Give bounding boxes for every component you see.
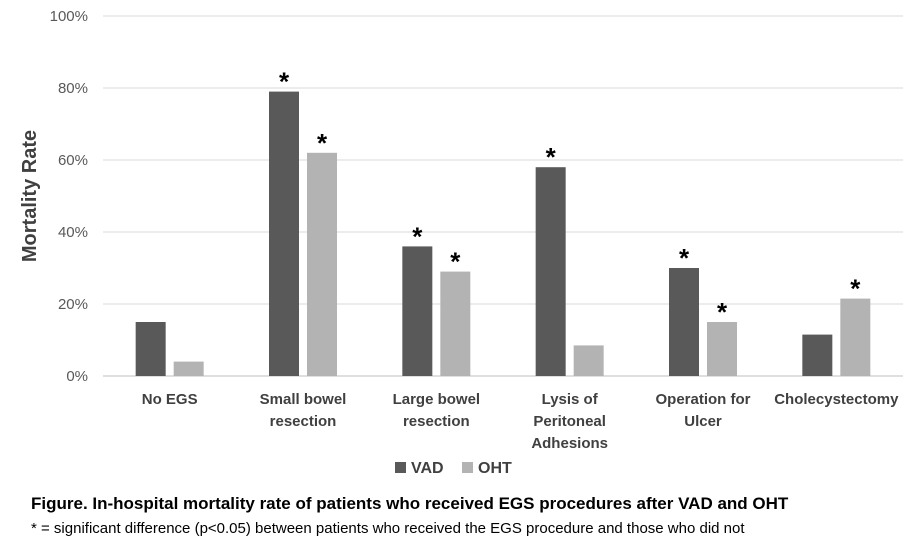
bar-vad [402,246,433,376]
y-tick-label: 80% [58,80,88,97]
x-category-label: Small bowel [260,391,347,408]
bar-oht [573,345,604,376]
legend-swatch-oht [462,462,473,473]
x-category-label: Cholecystectomy [774,391,899,408]
bar-vad [269,91,299,376]
bar-oht [840,298,871,376]
bar-oht [707,322,737,376]
y-axis-label: Mortality Rate [19,130,41,262]
legend: VAD OHT [395,460,512,477]
x-category-label: resection [270,413,337,430]
legend-label-vad: VAD [411,460,444,477]
significance-star: * [317,128,328,158]
legend-label-oht: OHT [478,460,512,477]
bar-vad [135,322,166,376]
significance-star: * [546,142,557,172]
legend-swatch-vad [395,462,406,473]
figure-footnote: * = significant difference (p<0.05) betw… [31,520,745,537]
figure-caption: Figure. In-hospital mortality rate of pa… [31,494,789,513]
significance-star: * [279,67,290,97]
x-category-label: No EGS [142,391,198,408]
significance-markers: * * * * * * * * [279,67,861,327]
y-axis-ticks: 0% 20% 40% 60% 80% 100% [50,8,88,385]
y-tick-label: 40% [58,224,88,241]
x-axis-categories: No EGS Small bowel resection Large bowel res… [142,391,899,452]
significance-star: * [450,247,461,277]
x-category-label: Large bowel [393,391,481,408]
y-tick-label: 60% [58,152,88,169]
x-category-label: Peritoneal [533,413,606,430]
x-category-label: Ulcer [684,413,722,430]
y-tick-label: 100% [50,8,88,25]
bar-vad [669,268,699,376]
y-tick-label: 20% [58,296,88,313]
bars [135,91,871,376]
bar-oht [307,152,337,376]
x-category-label: resection [403,413,470,430]
bar-oht [173,361,204,376]
x-category-label: Operation for [655,391,750,408]
significance-star: * [679,243,690,273]
significance-star: * [412,221,423,251]
bar-oht [440,271,471,376]
bar-chart: 0%20%40%60%80%100% Mortality Rate ******… [19,8,903,477]
bar-vad [802,334,833,376]
bar-vad [535,167,566,376]
gridlines [103,15,903,377]
x-category-label: Adhesions [531,435,608,452]
y-tick-label: 0% [66,368,88,385]
x-category-label: Lysis of [542,391,599,408]
significance-star: * [850,274,861,304]
significance-star: * [717,297,728,327]
